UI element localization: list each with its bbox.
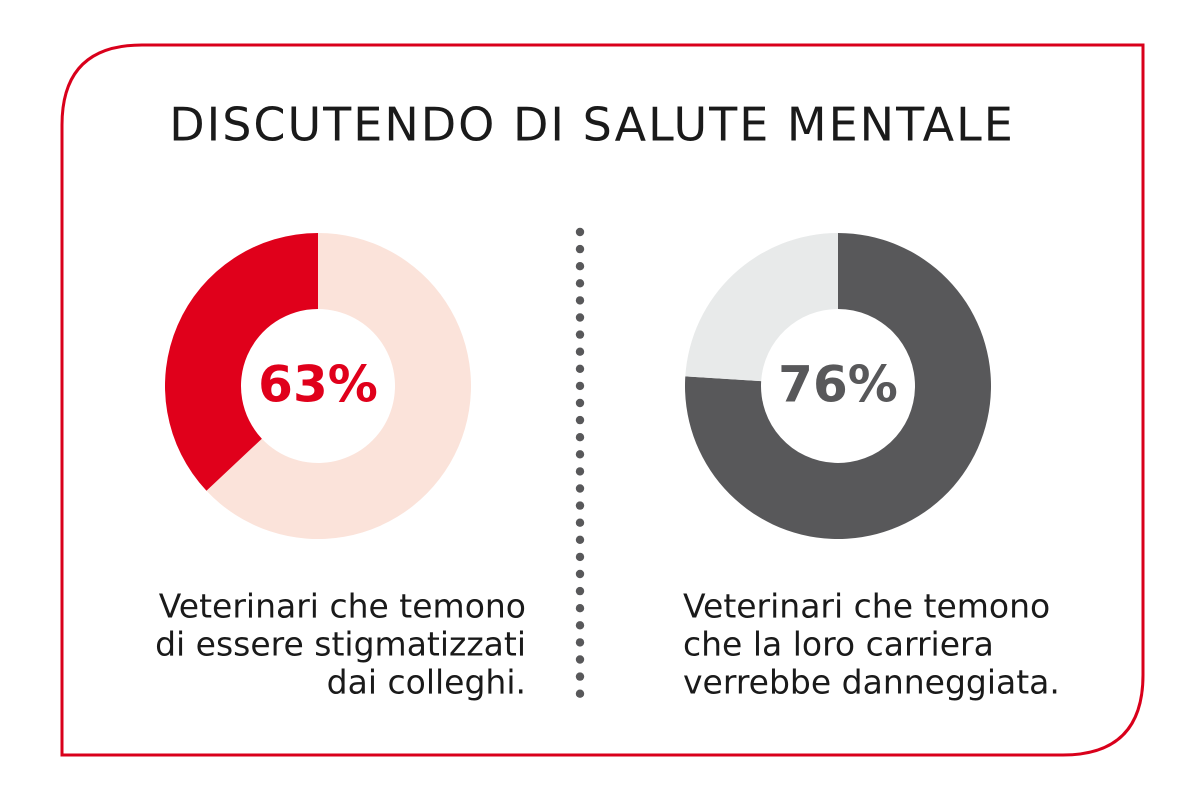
divider-dot: [575, 433, 585, 442]
donut-slice: [685, 233, 992, 539]
center-label: 63%: [258, 356, 378, 414]
divider-dot: [575, 313, 585, 322]
divider-dot: [575, 296, 585, 305]
divider-dot: [575, 415, 585, 425]
divider-dot: [575, 244, 585, 254]
caption-line: dai colleghi.: [327, 663, 526, 702]
divider-dot: [575, 552, 585, 562]
divider-dot: [575, 655, 585, 664]
divider-dot: [575, 569, 585, 579]
frame: [60, 43, 1145, 757]
divider-dot: [575, 381, 585, 391]
caption-line: verrebbe danneggiata.: [683, 663, 1060, 702]
divider-dot: [575, 621, 585, 630]
divider-dot: [575, 518, 585, 527]
divider-dot: [575, 501, 585, 510]
caption-line: che la loro carriera: [683, 625, 994, 664]
divider-dot: [575, 484, 585, 493]
divider-dot: [575, 467, 585, 476]
divider-dot: [575, 398, 585, 408]
divider-dot: [575, 364, 585, 373]
divider-dot: [575, 347, 585, 356]
donut-slice: [165, 233, 318, 491]
divider-dot: [575, 330, 585, 339]
divider-dot: [575, 227, 585, 237]
divider-dot: [575, 672, 585, 681]
center-label: 76%: [778, 356, 898, 414]
divider-dot: [575, 450, 585, 459]
divider-dot: [575, 262, 585, 271]
donut-slice: [685, 233, 838, 382]
caption-line: di essere stigmatizzati: [155, 625, 526, 664]
divider-dot: [575, 604, 585, 613]
divider-dot: [575, 638, 585, 647]
donut-slice: [206, 233, 471, 539]
divider-dot: [575, 535, 585, 544]
divider: [575, 227, 585, 698]
divider-dot: [575, 689, 585, 698]
divider-dot: [575, 586, 585, 596]
divider-dot: [575, 279, 585, 288]
caption-line: Veterinari che temono: [159, 587, 526, 626]
caption-line: Veterinari che temono: [683, 587, 1050, 626]
title: DISCUTENDO DI SALUTE MENTALE: [169, 98, 1015, 152]
